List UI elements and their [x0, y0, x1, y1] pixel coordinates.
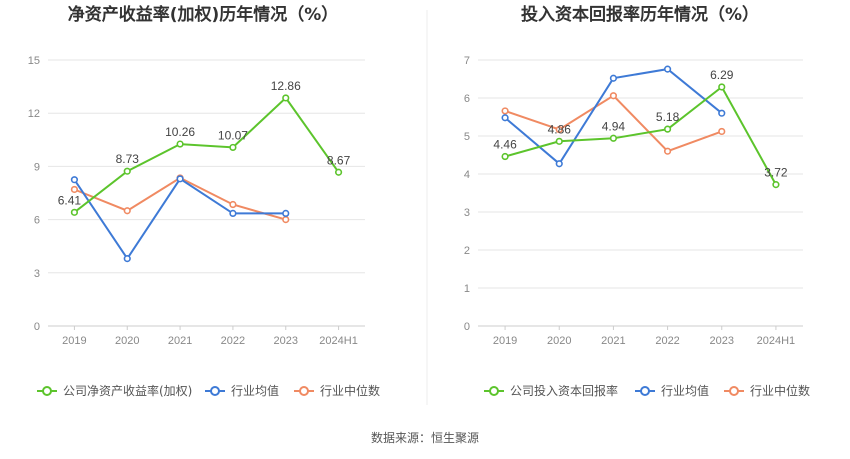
data-point[interactable] [718, 83, 726, 91]
x-tick-label: 2024H1 [319, 335, 358, 347]
legend-swatch-marker [299, 386, 309, 396]
data-label: 5.18 [656, 110, 680, 124]
y-tick-label: 7 [464, 55, 470, 67]
legend-label: 行业均值 [231, 383, 279, 398]
legend-item[interactable]: 行业均值 [635, 383, 709, 398]
data-point[interactable] [123, 207, 131, 215]
data-point[interactable] [501, 107, 509, 115]
chart-title: 净资产收益率(加权)历年情况（%） [68, 4, 339, 25]
data-label: 8.67 [327, 153, 351, 167]
y-tick-label: 6 [464, 93, 470, 105]
data-point[interactable] [282, 216, 290, 224]
legend-item[interactable]: 行业中位数 [294, 383, 380, 398]
series-line [73, 177, 286, 261]
data-point[interactable] [609, 134, 618, 142]
data-point[interactable] [176, 175, 184, 183]
data-point[interactable] [176, 140, 184, 148]
data-label: 6.41 [58, 193, 82, 207]
data-label: 4.46 [493, 138, 517, 152]
data-point[interactable] [555, 137, 563, 145]
x-tick-label: 2023 [710, 335, 734, 347]
data-point[interactable] [229, 209, 237, 217]
legend-label: 行业均值 [661, 383, 709, 398]
x-tick-label: 2021 [601, 335, 625, 347]
x-tick-label: 2024H1 [757, 335, 796, 347]
x-tick-label: 2023 [274, 335, 298, 347]
y-tick-label: 2 [464, 245, 470, 257]
series-line [73, 96, 340, 214]
data-label: 3.72 [764, 166, 788, 180]
data-point[interactable] [663, 147, 672, 155]
roic-chart: 投入资本回报率历年情况（%） 0 1 2 3 4 5 6 7 2019 2020 2021 2022 20… [464, 4, 810, 398]
series-line [504, 68, 723, 166]
data-point[interactable] [282, 94, 290, 102]
x-tick-label: 2019 [62, 335, 86, 347]
legend-label: 公司净资产收益率(加权) [63, 383, 192, 398]
y-tick-label: 0 [464, 321, 470, 333]
data-point[interactable] [70, 185, 79, 194]
data-label: 8.73 [116, 152, 140, 166]
legend-item[interactable]: 行业中位数 [724, 383, 810, 398]
legend-label: 行业中位数 [750, 383, 810, 398]
y-tick-label: 6 [34, 215, 40, 227]
data-point[interactable] [609, 74, 618, 82]
y-tick-label: 9 [34, 161, 40, 173]
data-point[interactable] [772, 181, 780, 189]
data-point[interactable] [718, 127, 726, 136]
legend-label: 公司投入资本回报率 [510, 383, 618, 398]
x-tick-label: 2022 [655, 335, 679, 347]
y-tick-label: 4 [464, 169, 470, 181]
legend-item[interactable]: 公司净资产收益率(加权) [37, 383, 192, 398]
data-point[interactable] [609, 92, 618, 100]
data-point[interactable] [123, 255, 131, 263]
y-tick-label: 1 [464, 283, 470, 295]
data-point[interactable] [718, 109, 726, 117]
legend-swatch-marker [489, 386, 499, 396]
data-point[interactable] [70, 208, 79, 216]
data-point[interactable] [334, 168, 343, 176]
data-point[interactable] [501, 152, 509, 161]
x-tick-label: 2022 [221, 335, 245, 347]
chart-title: 投入资本回报率历年情况（%） [521, 4, 759, 25]
legend-swatch-marker [729, 386, 739, 396]
legend-item[interactable]: 行业均值 [205, 383, 279, 398]
x-tick-label: 2019 [493, 335, 517, 347]
data-label: 12.86 [271, 79, 301, 93]
legend-swatch-marker [42, 386, 52, 396]
legend-swatch-marker [210, 386, 220, 396]
y-tick-label: 12 [28, 108, 40, 120]
data-point[interactable] [282, 209, 290, 217]
data-point[interactable] [70, 176, 79, 184]
data-label: 4.86 [548, 122, 572, 136]
series-line [504, 85, 777, 186]
x-tick-label: 2020 [547, 335, 571, 347]
data-label: 4.94 [602, 119, 626, 133]
data-point[interactable] [229, 143, 237, 152]
legend-swatch-marker [640, 386, 650, 396]
y-tick-label: 0 [34, 321, 40, 333]
data-label: 6.29 [710, 68, 734, 82]
data-point[interactable] [555, 160, 563, 168]
data-point[interactable] [663, 65, 672, 73]
data-point[interactable] [229, 200, 237, 209]
legend-label: 行业中位数 [320, 383, 380, 398]
data-point[interactable] [123, 167, 131, 175]
y-tick-label: 15 [28, 55, 40, 67]
data-source-label: 数据来源：恒生聚源 [371, 430, 479, 445]
x-tick-label: 2020 [115, 335, 139, 347]
y-tick-label: 3 [464, 207, 470, 219]
y-tick-label: 3 [34, 268, 40, 280]
x-tick-label: 2021 [168, 335, 192, 347]
data-point[interactable] [663, 125, 672, 133]
data-point[interactable] [501, 114, 509, 122]
data-point[interactable] [555, 125, 563, 134]
roe-chart: 净资产收益率(加权)历年情况（%） 0 3 6 9 12 15 2019 2020 2021 202… [28, 4, 380, 398]
data-label: 10.07 [218, 128, 248, 142]
legend-item[interactable]: 公司投入资本回报率 [484, 383, 618, 398]
y-tick-label: 5 [464, 131, 470, 143]
data-label: 10.26 [165, 125, 195, 139]
